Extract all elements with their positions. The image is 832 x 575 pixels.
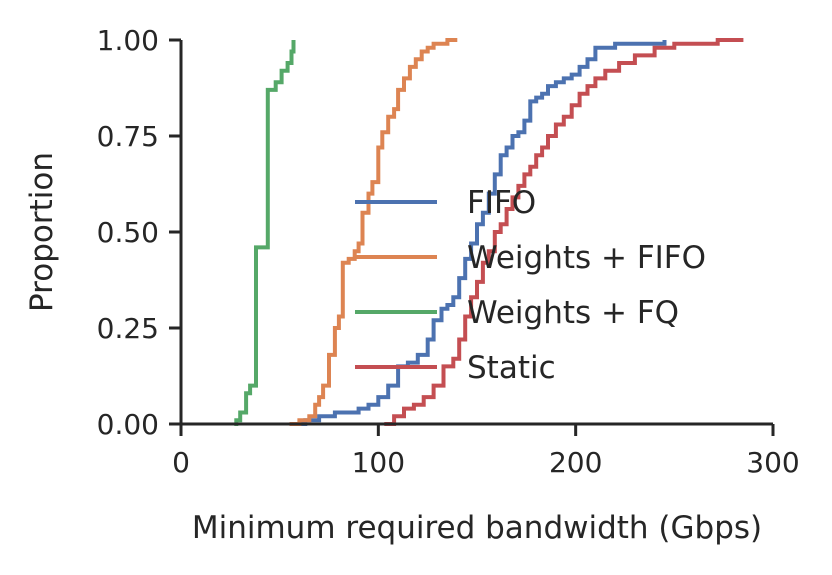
y-tick-label: 0.75 xyxy=(97,120,159,153)
x-tick-label: 100 xyxy=(352,446,405,479)
legend-label: Static xyxy=(467,350,556,386)
series-line-weights-fq xyxy=(234,40,296,426)
ticks-layer: 0 100 200 300 0.00 0.25 0.50 0.75 1.00 xyxy=(97,24,800,479)
y-tick-label: 1.00 xyxy=(97,24,159,57)
y-tick-label: 0.00 xyxy=(97,408,159,441)
series-layer xyxy=(234,38,744,426)
series-line-weights-fifo xyxy=(289,38,458,426)
y-axis-label: Proportion xyxy=(24,152,60,312)
x-axis-label: Minimum required bandwidth (Gbps) xyxy=(192,510,762,546)
x-tick-label: 300 xyxy=(746,446,799,479)
legend-label: Weights + FQ xyxy=(467,295,679,331)
series-line-fifo xyxy=(293,40,667,426)
series-line-static xyxy=(384,38,744,426)
y-tick-label: 0.50 xyxy=(97,216,159,249)
y-tick-label: 0.25 xyxy=(97,312,159,345)
x-tick-label: 0 xyxy=(172,446,190,479)
legend-label: FIFO xyxy=(467,185,536,221)
x-tick-label: 200 xyxy=(549,446,602,479)
legend-label: Weights + FIFO xyxy=(467,240,706,276)
legend: FIFO Weights + FIFO Weights + FQ Static xyxy=(355,185,706,386)
